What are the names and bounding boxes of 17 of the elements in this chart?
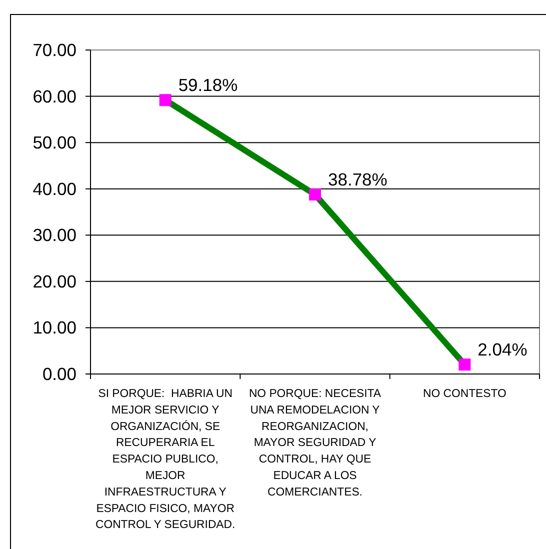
x-tick-label: NO PORQUE: NECESITA UNA REMODELACION Y REORGANIZACION, MAYOR SEGURIDAD Y CONTROL, HAY QUE EDUCAR A LOS COMERCIANTES.: [248, 388, 382, 498]
y-tick-label: 70.00: [32, 40, 77, 60]
y-tick-label: 30.00: [32, 225, 77, 246]
point: [159, 94, 172, 106]
data-label: 38.78%: [328, 170, 388, 190]
y-tick-label: 10.00: [32, 318, 77, 338]
category-label: SI PORQUE: HABRIA UN MEJOR SERVICIO Y ORGANIZACIÓN, SE RECUPERARIA EL ESPACIO PUBLICO, MEJOR INFRAESTRUCTURA Y ESPACIO FISICO, MAYOR CONTROL Y SEGURIDAD.: [95, 388, 236, 532]
y-tick-label: 0.00: [42, 364, 77, 384]
data-label: 2.04%: [478, 340, 528, 360]
data-label: 59.18%: [178, 75, 238, 96]
point: [458, 358, 471, 371]
x-tick-label: NO CONTESTO: [423, 388, 506, 400]
y-tick-label: 50.00: [32, 132, 77, 153]
y-tick-label: 40.00: [32, 178, 77, 199]
y-tick-label: 60.00: [32, 86, 77, 106]
y-tick-label: 20.00: [32, 271, 77, 292]
point: [309, 188, 321, 201]
